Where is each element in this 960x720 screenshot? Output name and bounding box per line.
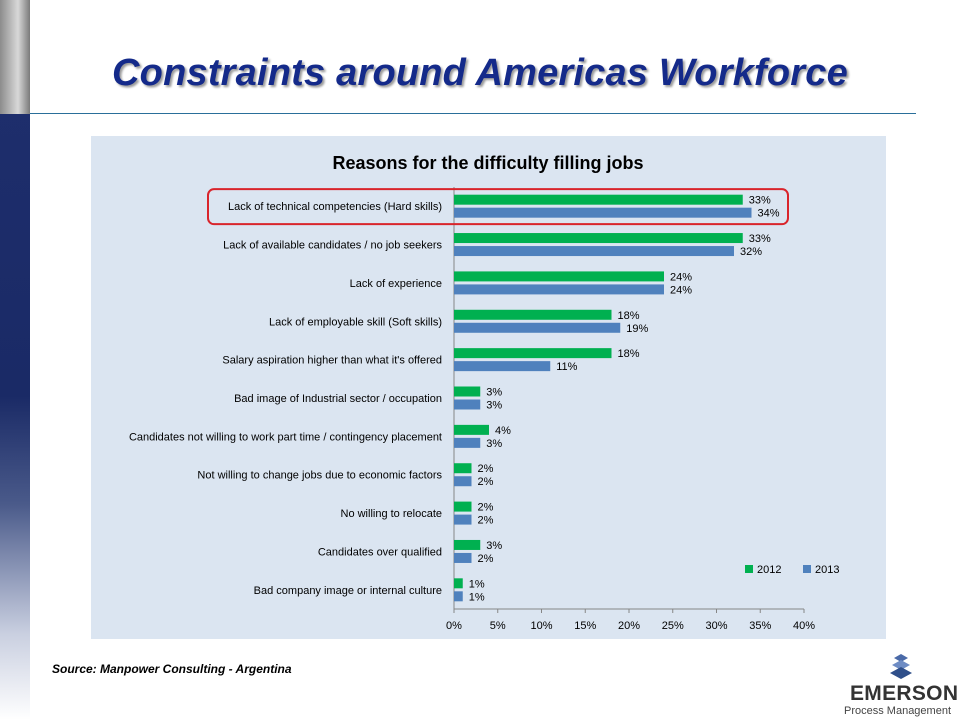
category-label: Candidates over qualified bbox=[318, 546, 442, 558]
chart-panel: Reasons for the difficulty filling jobs … bbox=[91, 136, 886, 639]
bar-2013 bbox=[454, 437, 481, 448]
bar-2012 bbox=[454, 463, 472, 474]
data-label-2013: 24% bbox=[670, 284, 692, 296]
bar-2012 bbox=[454, 501, 472, 512]
slide-title: Constraints around Americas Workforce bbox=[112, 52, 848, 94]
legend-swatch-2012 bbox=[745, 565, 753, 573]
left-accent-bar bbox=[0, 0, 30, 720]
bar-2012 bbox=[454, 424, 489, 435]
highlight-box bbox=[207, 188, 789, 226]
bar-chart: Reasons for the difficulty filling jobs … bbox=[129, 153, 840, 632]
title-underline bbox=[30, 113, 916, 114]
x-tick-label: 10% bbox=[530, 620, 552, 632]
category-label: Salary aspiration higher than what it's … bbox=[222, 355, 442, 367]
logo-wordmark: EMERSON bbox=[850, 682, 959, 705]
data-label-2013: 1% bbox=[469, 591, 485, 603]
category-label: Lack of employable skill (Soft skills) bbox=[269, 316, 442, 328]
bar-2013 bbox=[454, 246, 734, 257]
legend-label-2013: 2013 bbox=[815, 564, 839, 576]
data-label-2013: 11% bbox=[556, 361, 577, 373]
x-tick-label: 0% bbox=[446, 620, 462, 632]
bar-2012 bbox=[454, 539, 481, 550]
bar-2013 bbox=[454, 207, 752, 218]
x-tick-label: 40% bbox=[793, 620, 815, 632]
data-label-2012: 4% bbox=[495, 425, 511, 437]
x-tick-label: 35% bbox=[749, 620, 771, 632]
x-tick-label: 15% bbox=[574, 620, 596, 632]
category-label: Not willing to change jobs due to econom… bbox=[197, 470, 442, 482]
data-label-2013: 3% bbox=[486, 400, 502, 412]
data-label-2013: 19% bbox=[626, 323, 648, 335]
legend-label-2012: 2012 bbox=[757, 564, 781, 576]
data-label-2012: 3% bbox=[486, 540, 502, 552]
data-label-2012: 2% bbox=[478, 463, 494, 475]
emerson-mark-icon bbox=[890, 654, 912, 679]
x-tick-label: 25% bbox=[662, 620, 684, 632]
data-label-2013: 34% bbox=[758, 208, 780, 220]
emerson-logo: EMERSON Process Management bbox=[842, 654, 960, 720]
chart-title: Reasons for the difficulty filling jobs bbox=[332, 153, 643, 173]
category-label: Lack of available candidates / no job se… bbox=[223, 240, 442, 252]
category-label: Bad image of Industrial sector / occupat… bbox=[234, 393, 442, 405]
bar-2013 bbox=[454, 476, 472, 487]
data-label-2012: 33% bbox=[749, 195, 771, 207]
data-label-2013: 2% bbox=[478, 476, 494, 488]
data-label-2012: 18% bbox=[618, 310, 640, 322]
data-label-2012: 24% bbox=[670, 271, 692, 283]
bar-2012 bbox=[454, 194, 743, 205]
legend-swatch-2013 bbox=[803, 565, 811, 573]
bar-2013 bbox=[454, 514, 472, 525]
bar-2012 bbox=[454, 233, 743, 244]
data-label-2012: 3% bbox=[486, 387, 502, 399]
source-note: Source: Manpower Consulting - Argentina bbox=[52, 662, 292, 676]
bar-2013 bbox=[454, 591, 463, 602]
data-label-2012: 2% bbox=[478, 502, 494, 514]
bar-2013 bbox=[454, 399, 481, 410]
category-label: Lack of technical competencies (Hard ski… bbox=[228, 201, 442, 213]
data-label-2013: 3% bbox=[486, 438, 502, 450]
logo-subtitle: Process Management bbox=[844, 705, 951, 717]
data-label-2012: 18% bbox=[618, 348, 640, 360]
data-label-2013: 32% bbox=[740, 246, 762, 258]
bar-2013 bbox=[454, 552, 472, 563]
x-tick-label: 5% bbox=[490, 620, 506, 632]
bar-2013 bbox=[454, 361, 551, 372]
category-label: Candidates not willing to work part time… bbox=[129, 431, 442, 443]
data-label-2012: 1% bbox=[469, 578, 485, 590]
bar-2012 bbox=[454, 348, 612, 359]
category-label: Bad company image or internal culture bbox=[254, 585, 442, 597]
data-label-2013: 2% bbox=[478, 553, 494, 565]
bar-2012 bbox=[454, 309, 612, 320]
bar-2012 bbox=[454, 271, 664, 282]
bar-2012 bbox=[454, 578, 463, 589]
category-label: Lack of experience bbox=[350, 278, 442, 290]
x-tick-label: 30% bbox=[705, 620, 727, 632]
data-label-2012: 33% bbox=[749, 233, 771, 245]
bar-2013 bbox=[454, 284, 664, 295]
bar-2013 bbox=[454, 322, 621, 333]
x-tick-label: 20% bbox=[618, 620, 640, 632]
data-label-2013: 2% bbox=[478, 515, 494, 527]
left-accent-top bbox=[0, 0, 30, 114]
category-label: No willing to relocate bbox=[341, 508, 443, 520]
bar-2012 bbox=[454, 386, 481, 397]
